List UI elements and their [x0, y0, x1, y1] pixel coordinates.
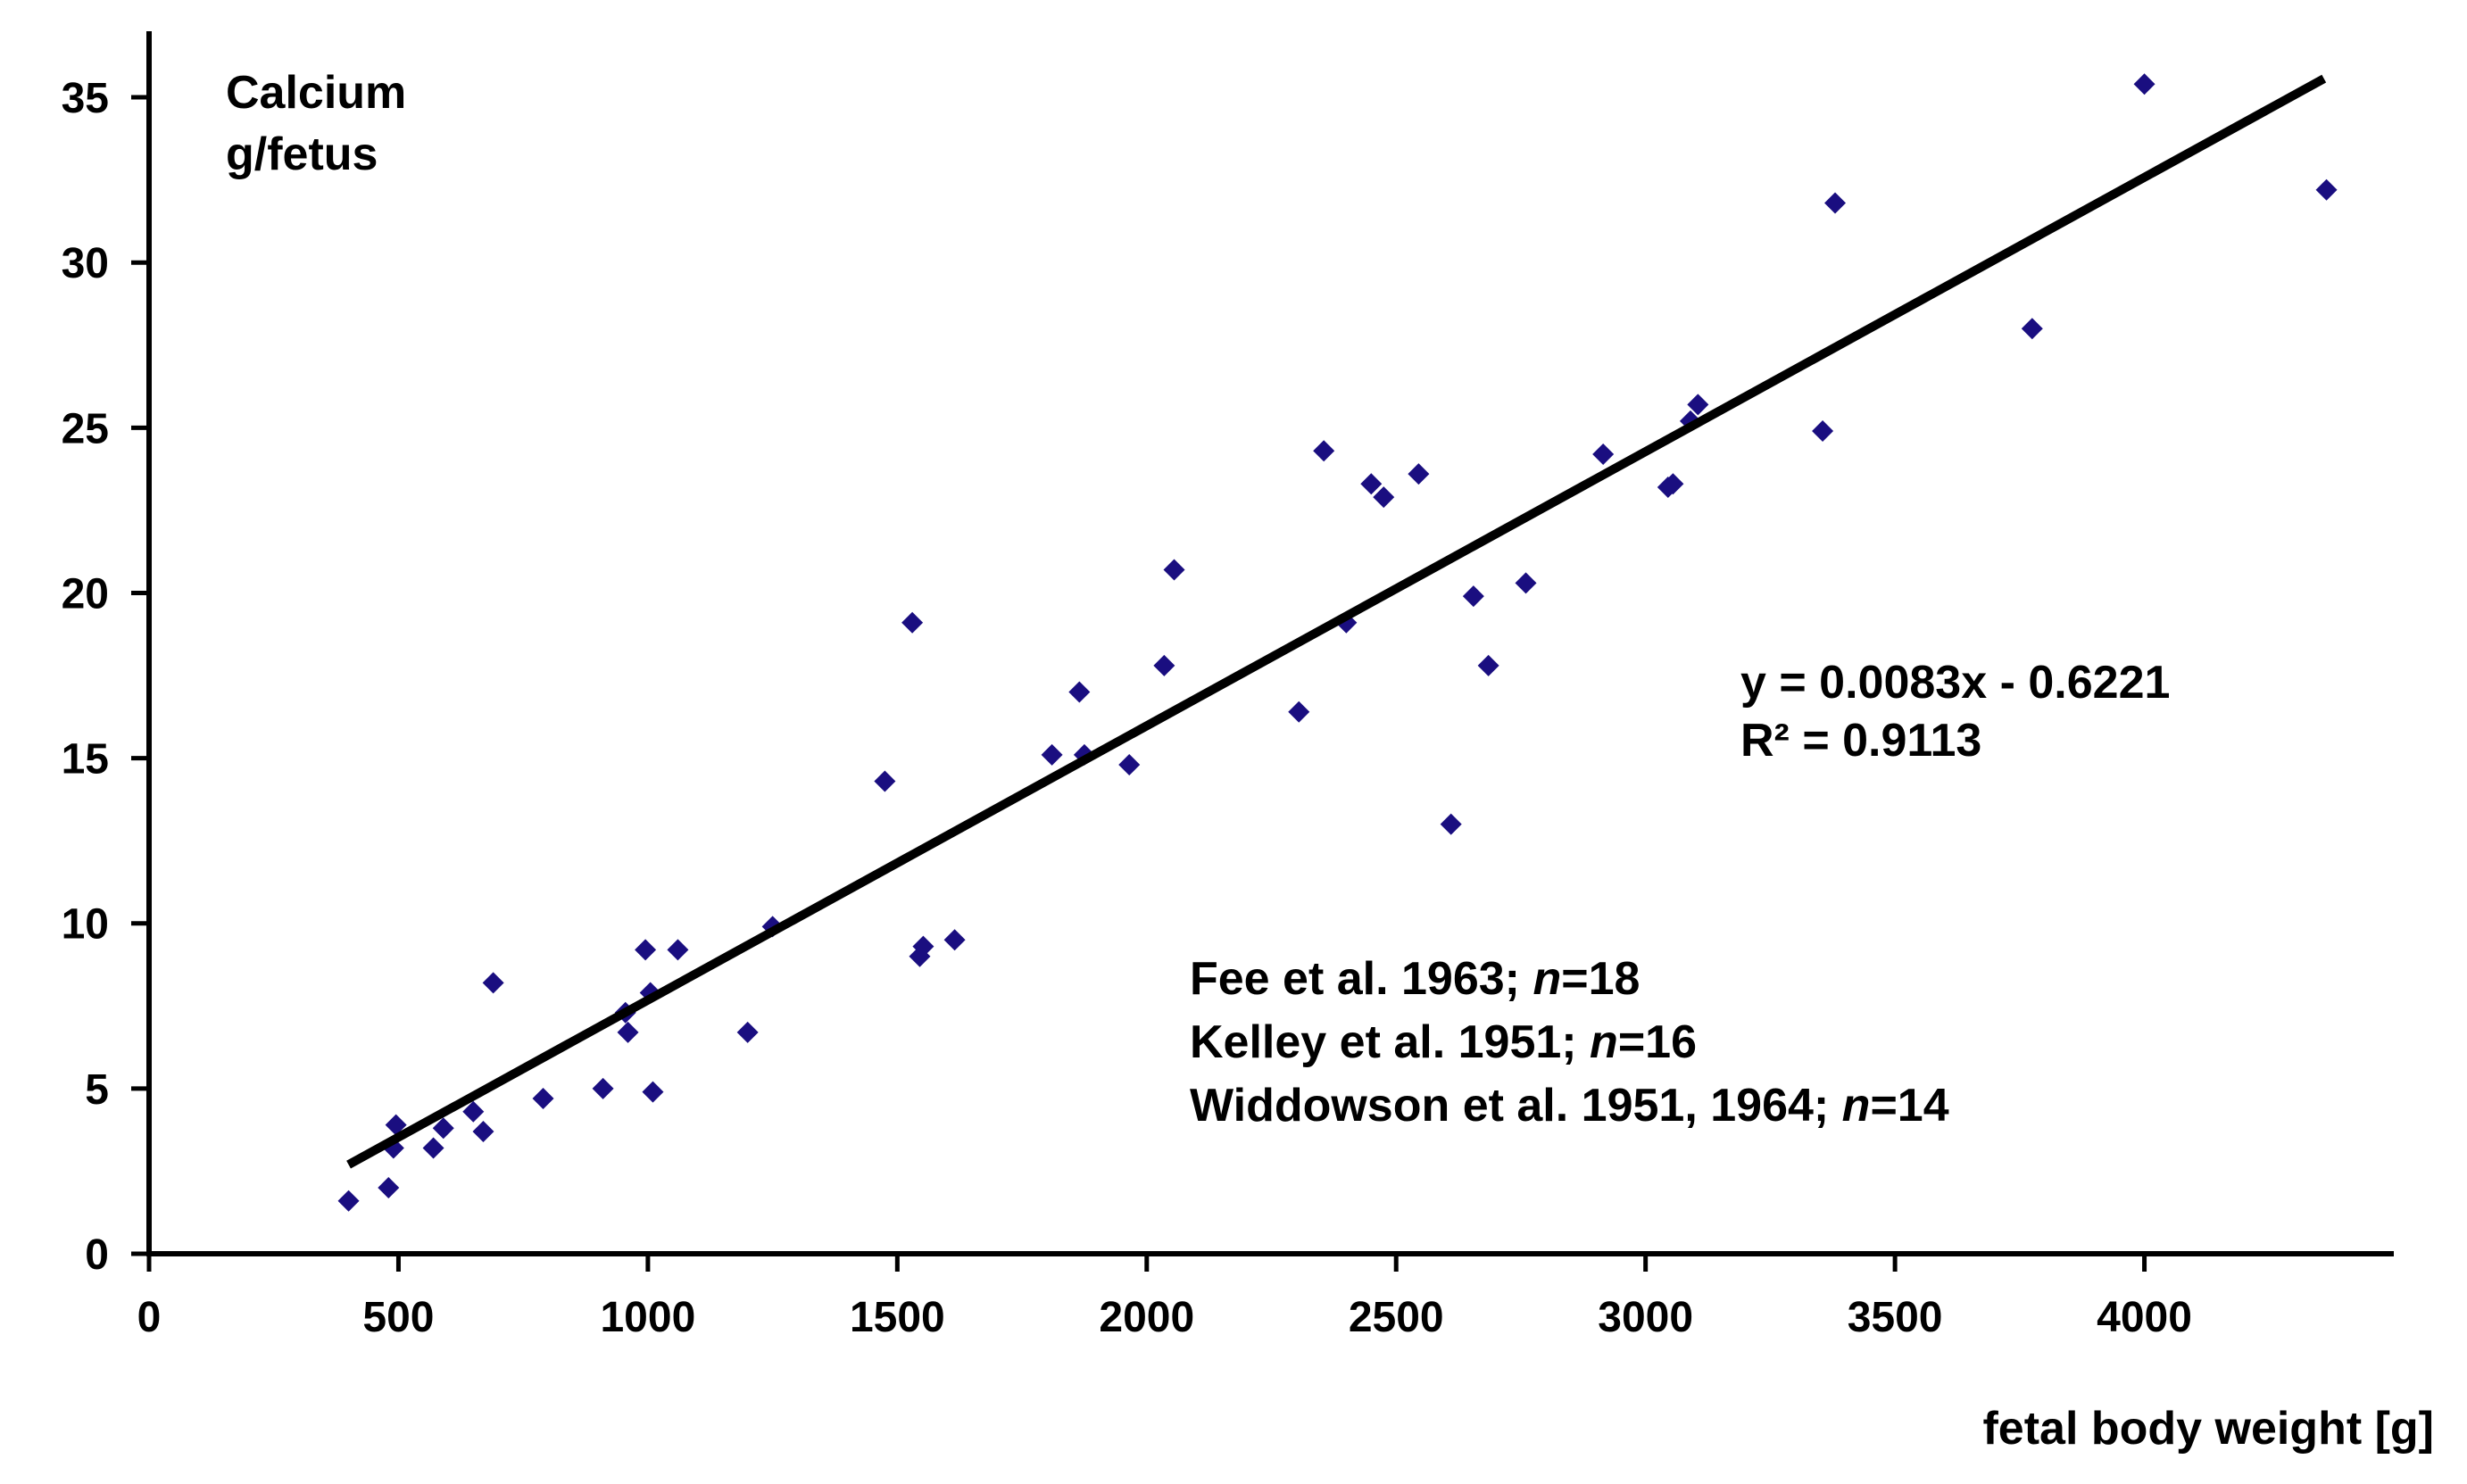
data-point	[1118, 754, 1141, 775]
data-point	[1373, 486, 1395, 509]
data-point	[1360, 473, 1383, 495]
x-tick-label: 2000	[1099, 1294, 1194, 1341]
source-widdowson-1951-1964: Widdowson et al. 1951, 1964; n=14	[1190, 1080, 1949, 1132]
source-fee-1963: Fee et al. 1963; n=18	[1190, 953, 1640, 1005]
x-tick-label: 0	[137, 1294, 162, 1341]
data-point	[1153, 654, 1175, 676]
source-n-value: =18	[1561, 953, 1640, 1005]
data-point	[1288, 701, 1310, 723]
source-n-label: n	[1842, 1080, 1871, 1132]
y-tick-label: 25	[62, 405, 109, 452]
y-tick-label: 15	[62, 736, 109, 783]
data-point	[1592, 443, 1615, 465]
source-name: Widdowson et al. 1951, 1964;	[1190, 1080, 1842, 1132]
data-point	[1163, 559, 1185, 581]
source-name: Kelley et al. 1951;	[1190, 1016, 1590, 1068]
data-point	[2315, 178, 2338, 201]
y-tick-label: 20	[62, 570, 109, 618]
x-tick-label: 500	[362, 1294, 434, 1341]
data-point	[432, 1117, 454, 1140]
x-tick-label: 2500	[1349, 1294, 1444, 1341]
source-name: Fee et al. 1963;	[1190, 953, 1533, 1005]
data-point	[422, 1137, 444, 1159]
data-point	[472, 1121, 494, 1142]
data-point	[901, 611, 924, 634]
y-tick-label: 0	[85, 1231, 109, 1279]
data-point	[592, 1077, 614, 1099]
data-point	[874, 770, 896, 792]
data-point	[532, 1087, 554, 1109]
data-point	[1515, 572, 1537, 594]
data-point	[635, 939, 657, 961]
data-point	[1662, 473, 1684, 495]
source-n-label: n	[1590, 1016, 1618, 1068]
y-tick-label: 30	[62, 240, 109, 287]
source-n-value: =16	[1618, 1016, 1697, 1068]
data-point	[385, 1114, 407, 1136]
trendline-r-squared: R² = 0.9113	[1740, 715, 1981, 767]
data-point	[1041, 743, 1063, 766]
y-axis-title-line2: g/fetus	[226, 129, 378, 180]
data-point	[943, 929, 966, 951]
data-point	[2133, 73, 2156, 95]
data-point	[1440, 813, 1462, 835]
x-axis-title: fetal body weight [g]	[1982, 1403, 2434, 1455]
y-tick-label: 35	[62, 75, 109, 122]
x-tick-label: 3000	[1598, 1294, 1693, 1341]
data-point	[1462, 585, 1484, 608]
trendline-equation: y = 0.0083x - 0.6221	[1740, 657, 2170, 709]
data-point	[1313, 440, 1335, 462]
x-tick-label: 3500	[1848, 1294, 1943, 1341]
data-point	[1687, 394, 1709, 416]
data-point	[667, 939, 689, 961]
data-point	[912, 935, 934, 958]
data-point	[736, 1021, 759, 1043]
data-point	[1068, 681, 1091, 703]
data-point	[617, 1021, 639, 1043]
data-point	[1408, 463, 1430, 485]
x-tick-label: 1000	[600, 1294, 695, 1341]
data-point	[1812, 420, 1834, 443]
y-axis-title-line1: Calcium	[226, 67, 406, 119]
data-point	[642, 1081, 664, 1103]
x-ticks: 0 500 1000 1500 2000 2500 3000 3500 4000	[137, 1254, 2192, 1341]
data-point	[2021, 318, 2043, 340]
data-point	[462, 1100, 485, 1123]
data-point	[1477, 654, 1499, 676]
trendline	[346, 74, 2327, 1169]
x-tick-label: 1500	[850, 1294, 945, 1341]
data-point	[1824, 192, 1847, 214]
y-ticks: 0 5 10 15 20 25 30 35	[62, 75, 149, 1279]
data-point	[482, 972, 504, 994]
y-tick-label: 10	[62, 901, 109, 949]
source-n-label: n	[1533, 953, 1561, 1005]
y-tick-label: 5	[85, 1066, 109, 1114]
data-point	[337, 1190, 360, 1212]
data-point	[378, 1176, 400, 1198]
x-tick-label: 4000	[2097, 1294, 2192, 1341]
axes	[146, 31, 2394, 1256]
source-kelley-1951: Kelley et al. 1951; n=16	[1190, 1016, 1697, 1068]
source-n-value: =14	[1870, 1080, 1948, 1132]
